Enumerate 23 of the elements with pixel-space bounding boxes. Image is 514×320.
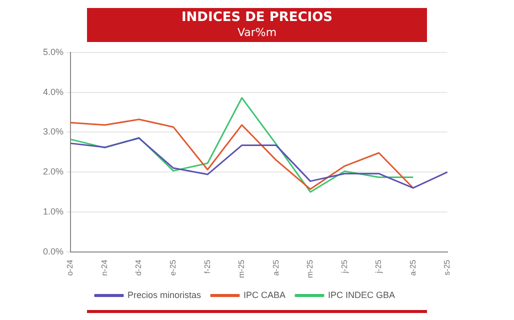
- y-tick-label: 5.0%: [43, 46, 64, 57]
- x-tick-label: e-25: [168, 259, 178, 276]
- y-tick-label: 2.0%: [43, 166, 64, 177]
- legend-label: Precios minoristas: [127, 290, 202, 300]
- legend-label: IPC CABA: [244, 290, 286, 300]
- x-tick-label: n-24: [100, 259, 109, 276]
- x-tick-label: m-25: [237, 259, 246, 278]
- x-tick-label: s-25: [442, 259, 452, 276]
- y-tick-label: 4.0%: [43, 86, 64, 97]
- chart-title: INDICES DE PRECIOS: [180, 9, 334, 26]
- y-tick-label: 0.0%: [43, 246, 64, 256]
- x-tick-label: f-25: [202, 259, 212, 274]
- x-tick-label: j-25: [340, 259, 349, 274]
- x-tick-label: j-25: [374, 259, 384, 274]
- y-tick-label: 1.0%: [43, 206, 64, 216]
- x-tick-label: a-25: [271, 259, 280, 276]
- x-tick-label: a-25: [408, 259, 418, 276]
- legend-label: IPC INDEC GBA: [328, 290, 396, 300]
- x-tick-label: o-24: [66, 259, 75, 276]
- y-tick-label: 3.0%: [43, 126, 64, 137]
- chart-subtitle: Var%m: [236, 26, 278, 40]
- x-tick-label: m-25: [306, 259, 315, 278]
- x-tick-label: d-24: [134, 259, 144, 276]
